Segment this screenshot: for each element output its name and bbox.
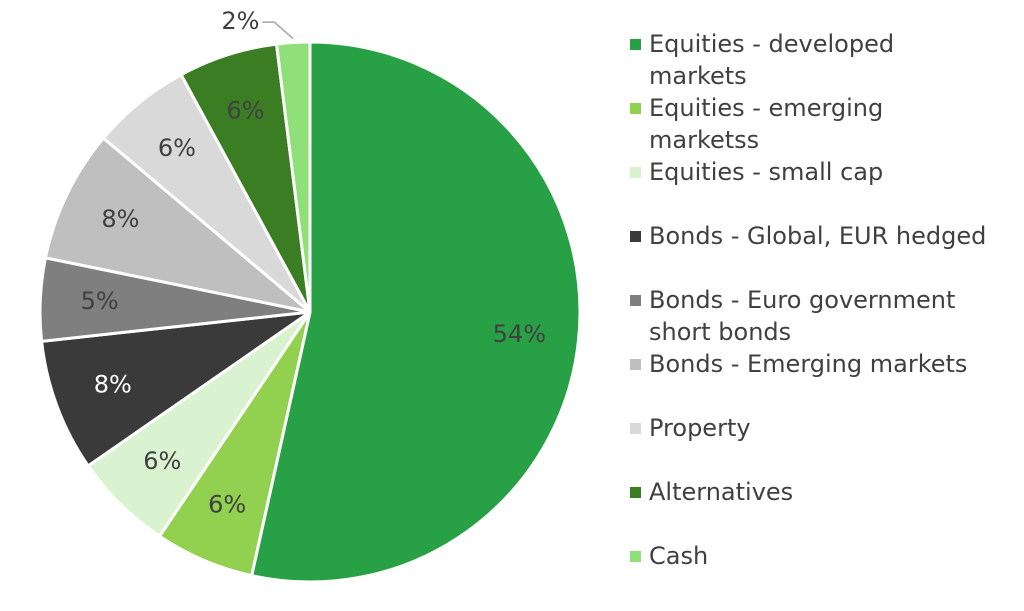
data-label: 6% bbox=[143, 447, 181, 475]
legend-swatch bbox=[630, 103, 641, 114]
pie-slice bbox=[249, 40, 582, 584]
data-label: 6% bbox=[158, 134, 196, 162]
data-label: 6% bbox=[227, 97, 265, 125]
legend-item: Equities - developed markets bbox=[630, 28, 990, 92]
legend-label: Bonds - Emerging markets bbox=[649, 350, 968, 378]
legend-label: Equities - emerging marketss bbox=[649, 94, 884, 154]
legend-swatch bbox=[630, 231, 641, 242]
data-label: 54% bbox=[493, 320, 546, 348]
legend-item: Alternatives bbox=[630, 476, 990, 508]
pie-slice bbox=[274, 40, 312, 313]
legend-item: Bonds - Global, EUR hedged bbox=[630, 220, 990, 252]
legend-label: Bonds - Global, EUR hedged bbox=[649, 222, 987, 250]
legend-label: Alternatives bbox=[649, 478, 794, 506]
data-label: 8% bbox=[94, 371, 132, 399]
legend-label: Equities - developed markets bbox=[649, 30, 895, 90]
legend-item: Equities - emerging marketss bbox=[630, 92, 990, 156]
pie-slice bbox=[43, 135, 311, 314]
legend-item: Cash bbox=[630, 540, 990, 572]
data-label: 6% bbox=[208, 491, 246, 519]
data-label: 2% bbox=[221, 7, 259, 35]
legend-item: Equities - small cap bbox=[630, 156, 990, 188]
legend-swatch bbox=[630, 359, 641, 370]
legend-swatch bbox=[630, 423, 641, 434]
legend-swatch bbox=[630, 167, 641, 178]
data-label: 8% bbox=[101, 205, 139, 233]
legend-item: Bonds - Emerging markets bbox=[630, 348, 990, 380]
legend-label: Equities - small cap bbox=[649, 158, 884, 186]
legend-label: Property bbox=[649, 414, 751, 442]
legend-swatch bbox=[630, 487, 641, 498]
legend-item: Property bbox=[630, 412, 990, 444]
legend-label: Bonds - Euro government short bonds bbox=[649, 286, 956, 346]
data-label: 5% bbox=[81, 287, 119, 315]
legend-swatch bbox=[630, 39, 641, 50]
leader-line bbox=[262, 21, 294, 40]
legend-swatch bbox=[630, 551, 641, 562]
legend-label: Cash bbox=[649, 542, 709, 570]
legend-swatch bbox=[630, 295, 641, 306]
pie-slice bbox=[39, 310, 311, 468]
legend-item: Bonds - Euro government short bonds bbox=[630, 284, 990, 348]
